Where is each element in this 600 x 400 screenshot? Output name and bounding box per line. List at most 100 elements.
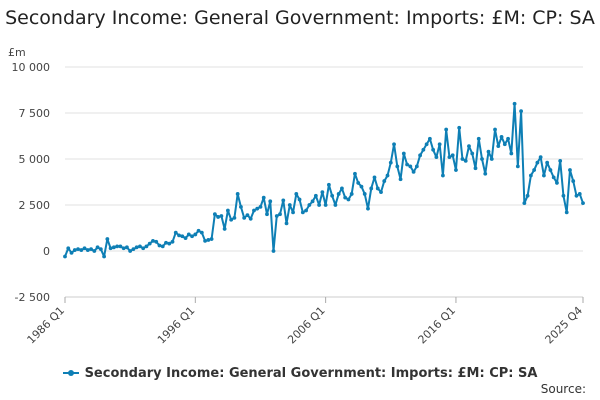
data-point (82, 246, 87, 251)
data-point (483, 171, 488, 176)
data-point (519, 109, 524, 114)
data-point (460, 157, 465, 161)
data-point (170, 239, 175, 244)
data-point (304, 208, 308, 213)
data-point (232, 215, 237, 220)
data-point (141, 246, 146, 251)
y-axis: -2 500 0 2 500 5 000 7 500 10 000 (12, 61, 51, 304)
data-point (561, 193, 566, 198)
data-point (535, 160, 540, 165)
data-point (489, 157, 494, 161)
data-point (411, 169, 416, 174)
y-tick-label: 7 500 (19, 107, 51, 120)
data-point (418, 153, 423, 158)
data-point (434, 155, 439, 160)
data-point (108, 246, 113, 251)
data-point (476, 136, 481, 141)
data-point (219, 214, 224, 218)
data-point (571, 179, 576, 183)
data-point (274, 214, 279, 218)
data-point (522, 201, 527, 206)
series-group (63, 101, 585, 259)
data-point (177, 233, 181, 238)
data-point (297, 197, 302, 202)
data-point (85, 248, 90, 252)
legend: Secondary Income: General Government: Im… (0, 366, 600, 381)
data-point (349, 192, 354, 196)
data-point (239, 204, 243, 209)
data-point (486, 149, 491, 154)
data-point (265, 212, 269, 217)
data-point (509, 151, 514, 156)
data-point (98, 247, 103, 252)
data-point (313, 193, 318, 198)
data-point (398, 177, 403, 182)
data-point (564, 210, 569, 215)
x-tick-label: 1996 Q1 (155, 304, 198, 347)
data-point (134, 245, 139, 250)
data-point (245, 213, 250, 218)
y-tick-label: 5 000 (19, 153, 51, 166)
data-point (343, 195, 348, 200)
data-point (173, 230, 178, 235)
data-point (167, 241, 172, 246)
data-point (225, 208, 230, 213)
data-point (268, 199, 273, 204)
data-point (336, 192, 341, 196)
data-point (160, 244, 165, 249)
data-point (366, 206, 370, 211)
data-point (115, 244, 120, 249)
data-point (362, 192, 367, 196)
data-point (291, 210, 295, 215)
data-point (401, 151, 406, 156)
data-point (369, 186, 374, 191)
data-point (457, 125, 462, 130)
data-point (138, 244, 142, 249)
legend-label: Secondary Income: General Government: Im… (84, 366, 538, 381)
data-point (499, 135, 504, 139)
data-point (193, 232, 198, 237)
data-point (353, 171, 357, 176)
data-point (229, 217, 234, 222)
data-point (255, 206, 260, 211)
data-point (558, 158, 563, 163)
data-point (105, 237, 110, 241)
x-tick-label: 2016 Q1 (416, 304, 459, 347)
data-point (340, 186, 344, 191)
data-point (144, 244, 149, 249)
data-point (261, 195, 266, 200)
data-point (447, 155, 452, 160)
data-point (79, 248, 84, 252)
data-point (515, 164, 520, 169)
data-point (242, 215, 247, 220)
data-point (69, 250, 74, 255)
data-point (147, 241, 152, 246)
data-point (131, 247, 136, 252)
y-tick-label: -2 500 (15, 291, 50, 304)
data-point (346, 197, 351, 202)
data-point (437, 142, 442, 147)
data-point (320, 190, 325, 195)
data-point (444, 127, 449, 132)
source-label: Source: (540, 382, 586, 396)
data-point (95, 245, 100, 250)
series-line (64, 102, 584, 258)
data-point (414, 164, 419, 169)
data-point (467, 144, 471, 149)
data-point (551, 175, 556, 180)
data-point (542, 173, 546, 178)
data-point (248, 216, 253, 221)
data-point (372, 175, 377, 180)
data-point (506, 136, 510, 141)
data-point (568, 168, 572, 172)
data-point (323, 203, 328, 207)
y-tick-label: 2 500 (19, 199, 51, 212)
legend-marker-icon (62, 369, 79, 376)
chart-title: Secondary Income: General Government: Im… (5, 7, 595, 29)
data-point (203, 238, 207, 243)
data-point (307, 203, 312, 207)
data-point (180, 234, 185, 239)
data-point (124, 245, 129, 250)
data-point (502, 142, 507, 147)
